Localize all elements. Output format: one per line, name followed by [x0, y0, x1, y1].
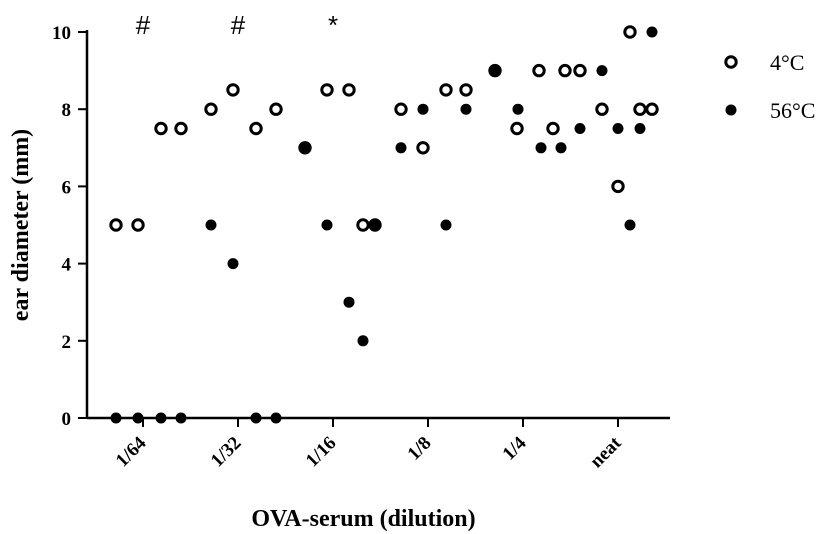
y-tick-label: 10	[52, 23, 71, 44]
data-point-56c	[535, 142, 547, 154]
data-point-4c	[109, 218, 123, 232]
annotations: # # *	[136, 10, 338, 40]
data-point-56c	[574, 123, 586, 134]
data-point-4c	[269, 102, 283, 116]
data-point-4c	[558, 63, 572, 78]
data-point-4c	[595, 102, 609, 116]
data-point-4c	[459, 83, 473, 97]
significance-annotation: #	[231, 10, 246, 40]
x-tick-label: 1/64	[112, 432, 151, 471]
data-point-4c	[154, 121, 168, 136]
data-point-56c	[175, 412, 187, 424]
y-ticks: 0 2 4 6 8 10	[52, 23, 87, 430]
y-tick-label: 8	[62, 100, 72, 121]
legend: 4°C 56°C	[724, 50, 815, 123]
data-point-56c	[227, 258, 239, 270]
data-point-56c	[460, 103, 472, 115]
data-point-56c	[490, 65, 502, 77]
data-point-4c	[546, 121, 560, 136]
data-point-4c	[394, 102, 408, 116]
data-point-56c	[155, 412, 167, 424]
data-point-4c	[510, 121, 524, 136]
data-point-56c	[357, 335, 369, 347]
data-point-56c	[555, 142, 567, 154]
data-point-56c	[440, 219, 452, 231]
data-point-56c	[395, 142, 407, 154]
significance-annotation: #	[136, 10, 151, 40]
data-point-56c	[646, 26, 658, 38]
data-point-56c	[110, 412, 122, 424]
data-point-4c	[226, 83, 240, 97]
data-point-4c	[131, 218, 145, 232]
data-point-4c	[573, 63, 587, 78]
x-tick-label: 1/32	[207, 433, 246, 472]
data-point-4c	[633, 102, 647, 116]
significance-annotation: *	[328, 10, 338, 40]
data-point-56c	[417, 103, 429, 115]
data-point-56c	[624, 219, 636, 231]
data-point-56c	[369, 219, 381, 231]
y-tick-label: 2	[62, 332, 72, 353]
data-point-4c	[204, 102, 218, 116]
data-point-4c	[356, 218, 370, 232]
legend-marker-56c	[725, 104, 737, 116]
data-point-4c	[342, 83, 356, 97]
data-point-4c	[439, 83, 453, 97]
y-tick-label: 0	[62, 409, 72, 430]
x-tick-label: 1/16	[302, 433, 341, 472]
data-point-56c	[299, 142, 311, 154]
data-point-56c	[250, 412, 262, 424]
data-points	[109, 25, 659, 424]
data-point-4c	[532, 63, 546, 78]
data-point-4c	[416, 141, 430, 155]
data-point-56c	[612, 123, 624, 134]
data-point-56c	[634, 123, 646, 134]
y-axis-title: ear diameter (mm)	[8, 129, 34, 321]
data-point-56c	[596, 65, 608, 77]
data-point-4c	[174, 121, 188, 136]
legend-label: 56°C	[770, 98, 815, 123]
data-point-56c	[132, 412, 144, 424]
y-tick-label: 6	[62, 177, 72, 198]
x-tick-label: 1/4	[499, 432, 531, 464]
data-point-56c	[512, 103, 524, 115]
data-point-4c	[623, 25, 637, 39]
x-tick-label: neat	[586, 432, 626, 472]
x-axis-title: OVA-serum (dilution)	[251, 506, 475, 532]
data-point-4c	[320, 83, 334, 97]
data-point-56c	[205, 219, 217, 231]
data-point-56c	[270, 412, 282, 424]
data-point-4c	[645, 102, 659, 116]
data-point-4c	[249, 121, 263, 136]
legend-marker-4c	[724, 55, 738, 69]
y-tick-label: 4	[62, 255, 72, 276]
x-ticks: 1/64 1/32 1/16 1/8 1/4 neat	[112, 418, 626, 472]
legend-label: 4°C	[770, 50, 804, 75]
data-point-56c	[321, 219, 333, 231]
data-point-4c	[611, 179, 625, 194]
x-tick-label: 1/8	[404, 433, 436, 465]
data-point-56c	[343, 296, 355, 308]
